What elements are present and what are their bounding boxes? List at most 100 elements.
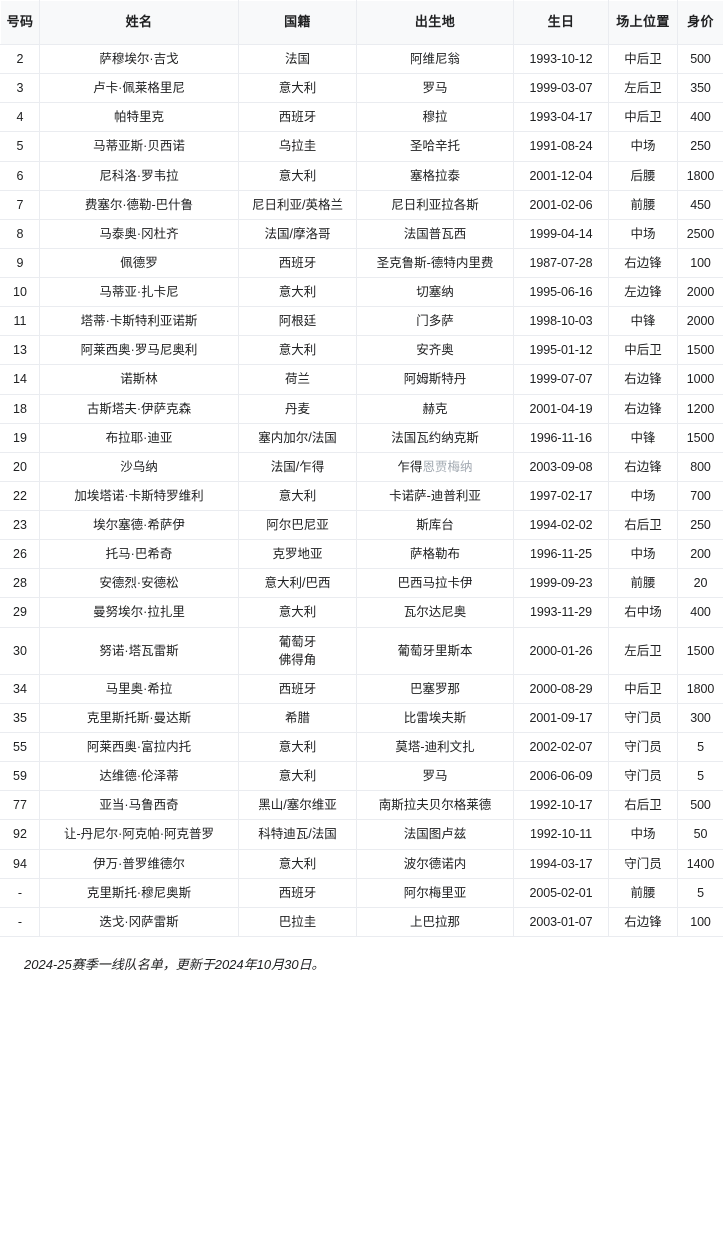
cell-birthplace: 萨格勒布 <box>356 539 514 570</box>
column-header-nationality[interactable]: 国籍 <box>238 0 357 45</box>
cell-birthday: 2000-08-29 <box>513 673 609 704</box>
table-row[interactable]: 5 马蒂亚斯·贝西诺 乌拉圭 圣哈辛托 1991-08-24 中场 250 <box>0 131 723 162</box>
column-header-position[interactable]: 场上位置 <box>608 0 678 45</box>
column-header-name[interactable]: 姓名 <box>39 0 239 45</box>
table-row[interactable]: 94 伊万·普罗维德尔 意大利 波尔德诺内 1994-03-17 守门员 1400 <box>0 848 723 879</box>
cell-birthplace: 巴塞罗那 <box>356 673 514 704</box>
table-row[interactable]: 8 马泰奥·冈杜齐 法国/摩洛哥 法国普瓦西 1999-04-14 中场 2500 <box>0 218 723 249</box>
cell-birthplace: 瓦尔达尼奥 <box>356 597 514 628</box>
cell-player-name: 克里斯托·穆尼奥斯 <box>39 877 239 908</box>
table-row[interactable]: 9 佩德罗 西班牙 圣克鲁斯-德特内里费 1987-07-28 右边锋 100 <box>0 247 723 279</box>
cell-nationality: 西班牙 <box>238 673 357 704</box>
cell-birthplace: 罗马 <box>356 761 514 792</box>
table-row[interactable]: 10 马蒂亚·扎卡尼 意大利 切塞纳 1995-06-16 左边锋 2000 <box>0 276 723 308</box>
table-row[interactable]: 28 安德烈·安德松 意大利/巴西 巴西马拉卡伊 1999-09-23 前腰 20 <box>0 568 723 599</box>
cell-position: 守门员 <box>608 761 678 792</box>
squad-roster-table: 号码 姓名 国籍 出生地 生日 场上位置 身价 2 萨穆埃尔·吉戈 法国 阿维尼翁 19… <box>0 0 723 937</box>
cell-market-value: 450 <box>677 189 723 220</box>
table-row[interactable]: 20 沙乌纳 法国/乍得 乍得恩贾梅纳 2003-09-08 右边锋 800 <box>0 451 723 482</box>
table-row[interactable]: 30 努诺·塔瓦雷斯 葡萄牙 佛得角 葡萄牙里斯本 2000-01-26 左后卫 1500 <box>0 626 723 675</box>
table-row[interactable]: 23 埃尔塞德·希萨伊 阿尔巴尼亚 斯库台 1994-02-02 右后卫 250 <box>0 509 723 541</box>
column-header-birthplace[interactable]: 出生地 <box>356 0 514 45</box>
cell-shirt-number: 92 <box>0 819 40 850</box>
cell-player-name: 伊万·普罗维德尔 <box>39 848 239 879</box>
cell-market-value: 400 <box>677 102 723 133</box>
cell-nationality: 意大利 <box>238 848 357 879</box>
cell-market-value: 50 <box>677 819 723 850</box>
cell-nationality: 塞内加尔/法国 <box>238 422 357 453</box>
cell-position: 中场 <box>608 539 678 570</box>
cell-market-value: 350 <box>677 73 723 104</box>
table-row[interactable]: 14 诺斯林 荷兰 阿姆斯特丹 1999-07-07 右边锋 1000 <box>0 364 723 395</box>
table-row[interactable]: 3 卢卡·佩莱格里尼 意大利 罗马 1999-03-07 左后卫 350 <box>0 73 723 104</box>
cell-birthplace: 法国瓦约纳克斯 <box>356 422 514 453</box>
birthplace-text: 乍得 <box>397 459 423 474</box>
cell-player-name: 布拉耶·迪亚 <box>39 422 239 453</box>
cell-birthplace: 巴西马拉卡伊 <box>356 568 514 599</box>
table-row[interactable]: 26 托马·巴希奇 克罗地亚 萨格勒布 1996-11-25 中场 200 <box>0 539 723 570</box>
table-row[interactable]: 6 尼科洛·罗韦拉 意大利 塞格拉泰 2001-12-04 后腰 1800 <box>0 160 723 191</box>
cell-birthday: 2006-06-09 <box>513 761 609 792</box>
cell-market-value: 1400 <box>677 848 723 879</box>
cell-market-value: 2000 <box>677 276 723 308</box>
cell-nationality: 阿根廷 <box>238 306 357 337</box>
table-row[interactable]: 11 塔蒂·卡斯特利亚诺斯 阿根廷 门多萨 1998-10-03 中锋 2000 <box>0 306 723 337</box>
cell-market-value: 100 <box>677 906 723 937</box>
table-row[interactable]: 13 阿莱西奥·罗马尼奥利 意大利 安齐奥 1995-01-12 中后卫 1500 <box>0 335 723 366</box>
cell-birthday: 1992-10-11 <box>513 819 609 850</box>
column-header-value[interactable]: 身价 <box>677 0 723 45</box>
cell-player-name: 加埃塔诺·卡斯特罗维利 <box>39 480 239 512</box>
cell-market-value: 1000 <box>677 364 723 395</box>
cell-nationality: 尼日利亚/英格兰 <box>238 189 357 220</box>
table-row[interactable]: 19 布拉耶·迪亚 塞内加尔/法国 法国瓦约纳克斯 1996-11-16 中锋 1500 <box>0 422 723 453</box>
table-row[interactable]: 35 克里斯托斯·曼达斯 希腊 比雷埃夫斯 2001-09-17 守门员 300 <box>0 702 723 734</box>
cell-player-name: 诺斯林 <box>39 364 239 395</box>
column-header-birthday[interactable]: 生日 <box>513 0 609 45</box>
cell-position: 右边锋 <box>608 364 678 395</box>
table-row[interactable]: 2 萨穆埃尔·吉戈 法国 阿维尼翁 1993-10-12 中后卫 500 <box>0 43 723 75</box>
cell-birthday: 1994-03-17 <box>513 848 609 879</box>
table-row[interactable]: - 迭戈·冈萨雷斯 巴拉圭 上巴拉那 2003-01-07 右边锋 100 <box>0 906 723 937</box>
cell-player-name: 马泰奥·冈杜齐 <box>39 218 239 249</box>
cell-nationality: 法国/摩洛哥 <box>238 218 357 249</box>
cell-nationality: 西班牙 <box>238 877 357 908</box>
table-row[interactable]: 55 阿莱西奥·富拉内托 意大利 莫塔-迪利文扎 2002-02-07 守门员 5 <box>0 731 723 763</box>
cell-shirt-number: 35 <box>0 702 40 734</box>
cell-position: 中场 <box>608 480 678 512</box>
cell-position: 左边锋 <box>608 276 678 308</box>
cell-market-value: 2000 <box>677 306 723 337</box>
cell-birthplace: 罗马 <box>356 73 514 104</box>
cell-market-value: 1800 <box>677 160 723 191</box>
column-header-number[interactable]: 号码 <box>0 0 40 45</box>
cell-birthplace: 尼日利亚拉各斯 <box>356 189 514 220</box>
cell-birthday: 1995-06-16 <box>513 276 609 308</box>
cell-position: 前腰 <box>608 189 678 220</box>
cell-player-name: 萨穆埃尔·吉戈 <box>39 43 239 75</box>
table-row[interactable]: 7 费塞尔·德勒-巴什鲁 尼日利亚/英格兰 尼日利亚拉各斯 2001-02-06 前腰 45… <box>0 189 723 220</box>
table-row[interactable]: - 克里斯托·穆尼奥斯 西班牙 阿尔梅里亚 2005-02-01 前腰 5 <box>0 877 723 908</box>
birthplace-link[interactable]: 恩贾梅纳 <box>422 459 473 474</box>
cell-birthplace: 切塞纳 <box>356 276 514 308</box>
cell-birthday: 2000-01-26 <box>513 626 609 675</box>
cell-market-value: 5 <box>677 731 723 763</box>
table-row[interactable]: 4 帕特里克 西班牙 穆拉 1993-04-17 中后卫 400 <box>0 102 723 133</box>
cell-position: 左后卫 <box>608 626 678 675</box>
cell-nationality: 意大利 <box>238 160 357 191</box>
cell-shirt-number: 77 <box>0 790 40 821</box>
cell-birthday: 2001-09-17 <box>513 702 609 734</box>
table-row[interactable]: 29 曼努埃尔·拉扎里 意大利 瓦尔达尼奥 1993-11-29 右中场 400 <box>0 597 723 628</box>
cell-market-value: 700 <box>677 480 723 512</box>
table-row[interactable]: 59 达维德·伦泽蒂 意大利 罗马 2006-06-09 守门员 5 <box>0 761 723 792</box>
cell-position: 右边锋 <box>608 906 678 937</box>
table-row[interactable]: 77 亚当·马鲁西奇 黑山/塞尔维亚 南斯拉夫贝尔格莱德 1992-10-17 右后卫 50… <box>0 790 723 821</box>
table-row[interactable]: 22 加埃塔诺·卡斯特罗维利 意大利 卡诺萨-迪普利亚 1997-02-17 中场 700 <box>0 480 723 512</box>
table-row[interactable]: 34 马里奥·希拉 西班牙 巴塞罗那 2000-08-29 中后卫 1800 <box>0 673 723 704</box>
cell-shirt-number: 20 <box>0 451 40 482</box>
cell-birthday: 2005-02-01 <box>513 877 609 908</box>
table-row[interactable]: 18 古斯塔夫·伊萨克森 丹麦 赫克 2001-04-19 右边锋 1200 <box>0 393 723 424</box>
cell-market-value: 500 <box>677 790 723 821</box>
table-row[interactable]: 92 让-丹尼尔·阿克帕·阿克普罗 科特迪瓦/法国 法国图卢兹 1992-10-11 中场… <box>0 819 723 850</box>
table-body: 2 萨穆埃尔·吉戈 法国 阿维尼翁 1993-10-12 中后卫 500 3 卢卡·佩莱格里尼意… <box>0 43 723 937</box>
cell-nationality: 葡萄牙 佛得角 <box>238 626 357 675</box>
cell-birthplace: 穆拉 <box>356 102 514 133</box>
